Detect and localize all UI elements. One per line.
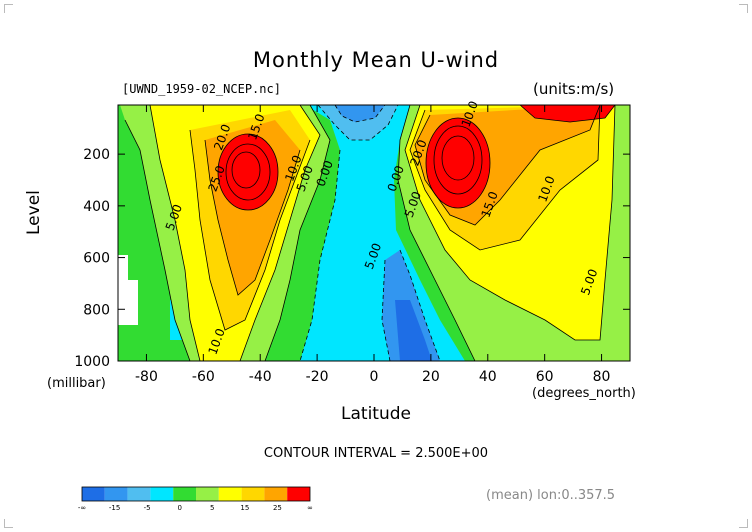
- crop-mark: [4, 4, 13, 13]
- contour-line: [441, 135, 475, 181]
- contour-line: [381, 259, 391, 361]
- x-axis-unit: (degrees_north): [532, 386, 636, 401]
- colorbar-swatch: [264, 487, 288, 501]
- y-tick-label: 400: [83, 199, 110, 215]
- x-tick-label: 40: [479, 369, 497, 385]
- contour-line: [317, 105, 399, 141]
- contour-line: [239, 105, 321, 361]
- crop-mark: [739, 519, 748, 528]
- colorbar-label: 25: [273, 504, 282, 512]
- contour-line: [433, 125, 483, 195]
- x-tick-label: -20: [306, 369, 329, 385]
- colorbar-label: -5: [144, 504, 151, 512]
- colorbar-swatch: [196, 487, 219, 501]
- y-axis: 200 400 600 800 1000: [74, 147, 630, 370]
- y-tick-label: 200: [83, 147, 110, 163]
- colorbar-label: -∞: [78, 504, 86, 512]
- contour-line: [299, 149, 341, 361]
- x-tick-label: 0: [370, 369, 379, 385]
- colorbar: -∞ -15 -5 0 5 15 25 ∞: [78, 486, 313, 512]
- chart-title: Monthly Mean U-wind: [252, 48, 500, 72]
- colorbar-swatch: [241, 487, 265, 501]
- crop-mark: [739, 4, 748, 13]
- y-axis-label: Level: [24, 190, 44, 235]
- field-red: [218, 134, 278, 210]
- x-tick-label: 20: [422, 369, 440, 385]
- crop-mark: [4, 519, 13, 528]
- contour-line: [149, 105, 201, 361]
- field-blue: [335, 105, 385, 122]
- field-darkblue: [395, 300, 432, 361]
- colorbar-label: 15: [240, 504, 249, 512]
- field-missing: [118, 255, 138, 325]
- contour-line: [334, 105, 386, 123]
- x-tick-label: -40: [249, 369, 272, 385]
- field-red: [520, 105, 615, 122]
- x-axis: -80 -60 -40 -20 0 20 40 60 80: [135, 105, 610, 385]
- colorbar-swatch: [150, 487, 174, 501]
- contour-line: [425, 117, 491, 209]
- contour-line: [204, 139, 301, 296]
- x-axis-label: Latitude: [341, 404, 411, 424]
- colorbar-label: ∞: [307, 504, 313, 512]
- units-label: (units:m/s): [533, 80, 615, 98]
- colorbar-label: -15: [109, 504, 120, 512]
- colorbar-swatch: [104, 487, 128, 501]
- contour-line: [397, 105, 476, 361]
- contour-line: [399, 249, 441, 361]
- contour-line: [519, 105, 616, 123]
- negative-contours: [299, 105, 441, 361]
- x-tick-label: -60: [192, 369, 215, 385]
- x-tick-label: 80: [593, 369, 611, 385]
- colorbar-swatch: [82, 487, 105, 501]
- contour-line: [217, 133, 279, 211]
- colorbar-swatch: [218, 487, 242, 501]
- colorbar-swatch: [127, 487, 151, 501]
- contour-line: [225, 143, 271, 201]
- contour-line: [409, 105, 601, 251]
- contour-line: [264, 105, 331, 361]
- contour-line: [124, 119, 191, 361]
- colorbar-label: 5: [210, 504, 214, 512]
- colorbar-swatch: [173, 487, 196, 501]
- y-tick-label: 600: [83, 251, 110, 267]
- contour-interval-label: CONTOUR INTERVAL = 2.500E+00: [263, 446, 489, 461]
- contour-line: [404, 105, 616, 341]
- field-cyan: [300, 105, 465, 361]
- y-axis-unit: (millibar): [47, 376, 106, 391]
- contour-fields: [118, 105, 630, 361]
- y-tick-label: 800: [83, 302, 110, 318]
- colorbar-swatch: [287, 487, 310, 501]
- contour-line: [189, 129, 311, 331]
- colorbar-frame: [81, 486, 311, 502]
- mean-range-label: (mean) lon:0..357.5: [486, 488, 616, 503]
- x-tick-label: -80: [135, 369, 158, 385]
- contour-line: [414, 105, 601, 226]
- colorbar-label: 0: [177, 504, 181, 512]
- y-tick-label: 1000: [74, 354, 110, 370]
- file-label: [UWND_1959-02_NCEP.nc]: [122, 82, 281, 96]
- contour-lines: [124, 105, 616, 361]
- contour-line: [231, 151, 261, 189]
- x-tick-label: 60: [536, 369, 554, 385]
